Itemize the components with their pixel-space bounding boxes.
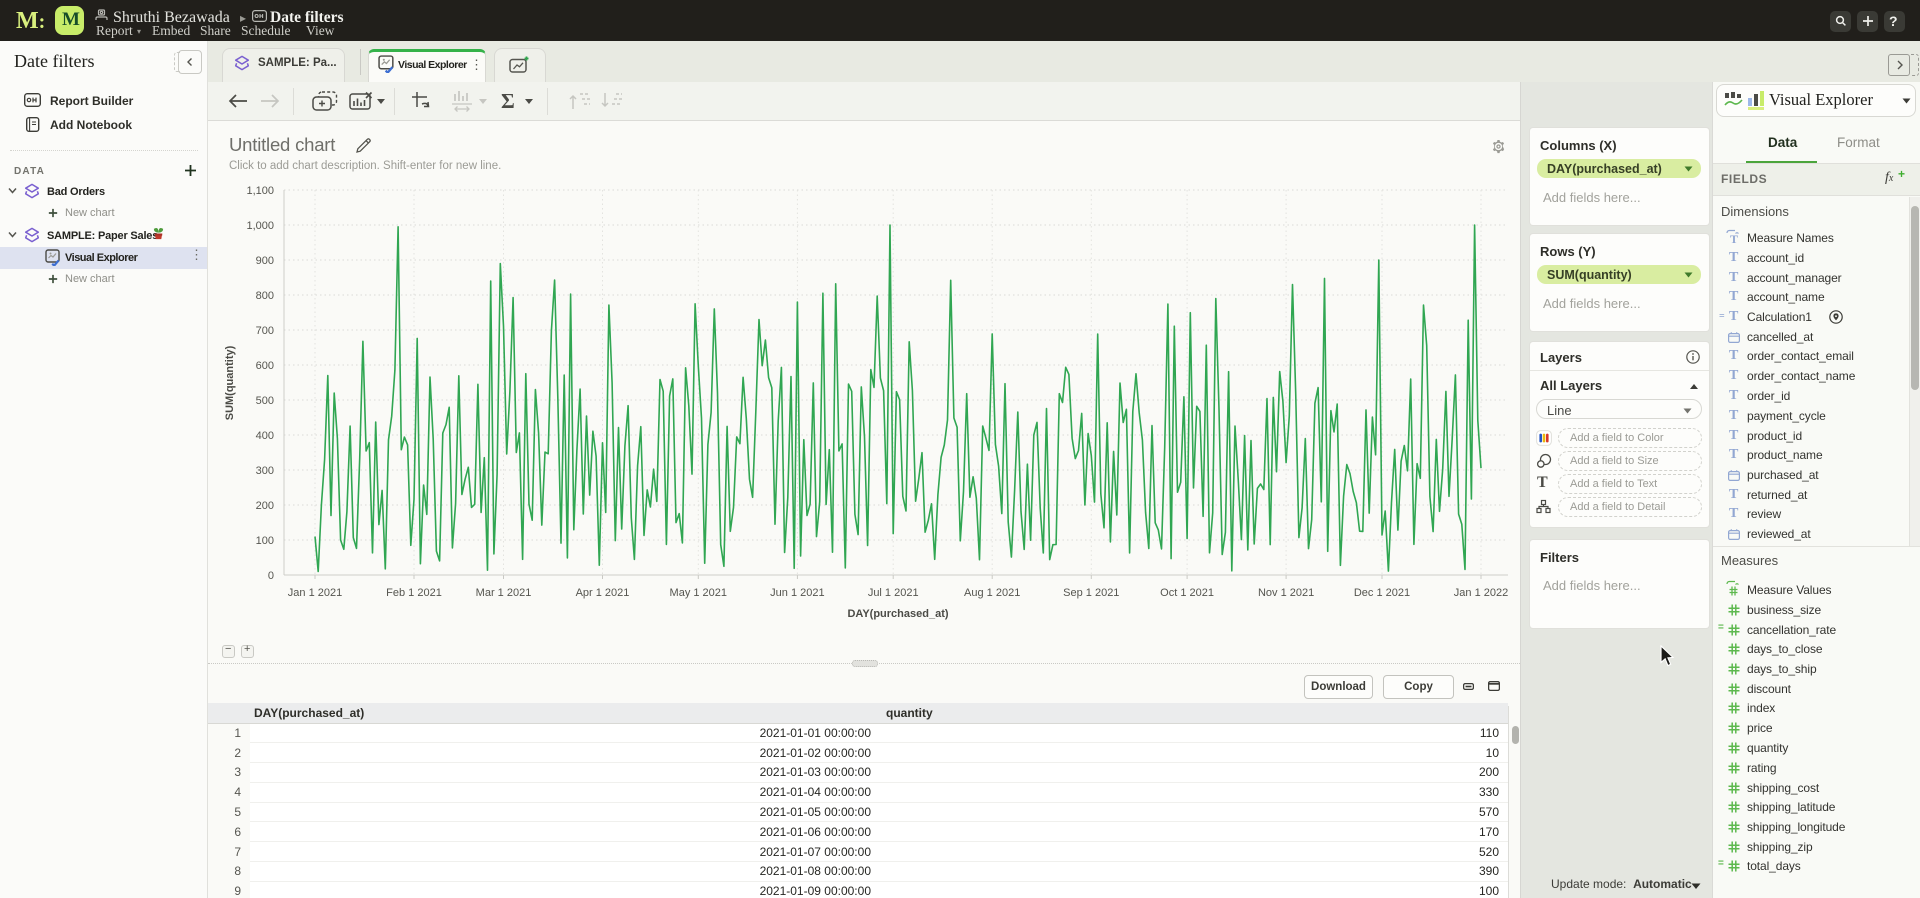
svg-text:Jul 1 2021: Jul 1 2021 (868, 587, 919, 599)
svg-text:300: 300 (256, 465, 274, 477)
svg-text:DAY(purchased_at): DAY(purchased_at) (847, 608, 948, 620)
svg-text:Dec 1 2021: Dec 1 2021 (1354, 587, 1410, 599)
svg-text:T: T (1730, 232, 1738, 245)
svg-text:600: 600 (256, 360, 274, 372)
svg-text:0: 0 (268, 570, 274, 582)
svg-text:Oct 1 2021: Oct 1 2021 (1160, 587, 1214, 599)
svg-text:800: 800 (256, 290, 274, 302)
svg-text:700: 700 (256, 325, 274, 337)
svg-text:Jun 1 2021: Jun 1 2021 (770, 587, 824, 599)
svg-text:Sep 1 2021: Sep 1 2021 (1063, 587, 1119, 599)
svg-text:SUM(quantity): SUM(quantity) (224, 345, 236, 420)
svg-text:1,000: 1,000 (246, 220, 274, 232)
svg-text:Feb 1 2021: Feb 1 2021 (386, 587, 442, 599)
svg-text:Jan 1 2021: Jan 1 2021 (288, 587, 342, 599)
svg-text:Apr 1 2021: Apr 1 2021 (576, 587, 630, 599)
svg-text:200: 200 (256, 500, 274, 512)
svg-text:500: 500 (256, 395, 274, 407)
svg-text:Jan 1 2022: Jan 1 2022 (1454, 587, 1508, 599)
svg-text:400: 400 (256, 430, 274, 442)
svg-text:Aug 1 2021: Aug 1 2021 (964, 587, 1020, 599)
svg-text:Mar 1 2021: Mar 1 2021 (476, 587, 532, 599)
svg-text:1,100: 1,100 (246, 185, 274, 197)
svg-text:900: 900 (256, 255, 274, 267)
svg-text:Nov 1 2021: Nov 1 2021 (1258, 587, 1314, 599)
svg-text:May 1 2021: May 1 2021 (670, 587, 727, 599)
svg-text:100: 100 (256, 535, 274, 547)
